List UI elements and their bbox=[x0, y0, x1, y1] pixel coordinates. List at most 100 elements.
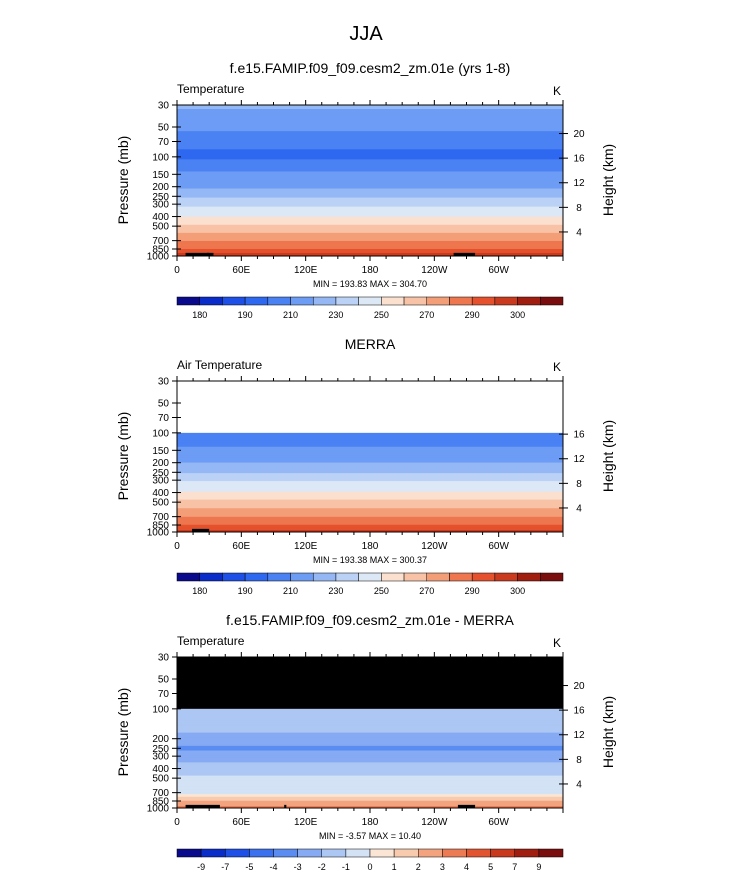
lon-tick-label: 120E bbox=[294, 541, 318, 552]
field-band bbox=[177, 797, 563, 799]
field-band bbox=[177, 251, 563, 254]
topography-mask bbox=[453, 252, 476, 256]
field-band bbox=[177, 464, 563, 466]
field-band bbox=[177, 503, 563, 505]
field-band bbox=[177, 155, 563, 157]
pressure-tick-label: 850 bbox=[152, 245, 169, 256]
field-band bbox=[177, 718, 563, 720]
field-band bbox=[177, 487, 563, 489]
field-band bbox=[177, 448, 563, 450]
field-band bbox=[177, 719, 563, 721]
field-band bbox=[177, 784, 563, 786]
field-band bbox=[177, 781, 563, 783]
panel-diff-field bbox=[177, 708, 563, 808]
pressure-tick-label: 30 bbox=[158, 377, 170, 388]
field-band bbox=[177, 462, 563, 464]
pressure-tick-label: 100 bbox=[152, 704, 169, 715]
field-band bbox=[177, 445, 563, 447]
field-band bbox=[177, 487, 563, 489]
field-band bbox=[177, 111, 563, 113]
field-band bbox=[177, 132, 563, 134]
field-band bbox=[177, 758, 563, 760]
field-band bbox=[177, 114, 563, 116]
field-band bbox=[177, 756, 563, 758]
field-band bbox=[177, 109, 563, 111]
field-band bbox=[177, 249, 563, 252]
lon-tick-label: 60E bbox=[232, 265, 250, 276]
field-band bbox=[177, 479, 563, 482]
pressure-tick-label: 850 bbox=[152, 797, 169, 808]
panel-model: f.e15.FAMIP.f09_f09.cesm2_zm.01e (yrs 1-… bbox=[115, 60, 616, 320]
colorbar-box bbox=[267, 296, 291, 306]
field-band bbox=[177, 243, 563, 246]
field-band bbox=[177, 154, 563, 156]
field-band bbox=[177, 211, 563, 214]
field-band bbox=[177, 128, 563, 130]
field-band bbox=[177, 475, 563, 477]
field-band bbox=[177, 496, 563, 498]
colorbar-label: 290 bbox=[465, 586, 480, 596]
field-band bbox=[177, 452, 563, 454]
field-band bbox=[177, 480, 563, 482]
field-band bbox=[177, 522, 563, 524]
field-band bbox=[177, 512, 563, 514]
field-band bbox=[177, 451, 563, 453]
field-band bbox=[177, 770, 563, 772]
field-band bbox=[177, 438, 563, 441]
field-band bbox=[177, 444, 563, 446]
field-band bbox=[177, 478, 563, 480]
pressure-tick-label: 1000 bbox=[147, 804, 170, 815]
field-band bbox=[177, 745, 563, 748]
field-band bbox=[177, 767, 563, 769]
colorbar-label: -1 bbox=[342, 862, 350, 872]
field-band bbox=[177, 168, 563, 171]
colorbar-box bbox=[199, 572, 223, 582]
lon-tick-label: 60E bbox=[232, 817, 250, 828]
lon-tick-label: 120W bbox=[421, 817, 448, 828]
field-band bbox=[177, 167, 563, 170]
field-band bbox=[177, 724, 563, 726]
field-band bbox=[177, 493, 563, 495]
field-band bbox=[177, 442, 563, 445]
panel-obs-height-ticks: 16 12 8 4 bbox=[559, 430, 585, 514]
colorbar-box bbox=[244, 572, 269, 582]
field-band bbox=[177, 240, 563, 243]
pressure-tick-label: 500 bbox=[152, 498, 169, 509]
topography-mask bbox=[284, 804, 287, 808]
field-band bbox=[177, 739, 563, 742]
field-band bbox=[177, 450, 563, 452]
field-band bbox=[177, 747, 563, 750]
field-band bbox=[177, 118, 563, 120]
colorbar-box bbox=[449, 572, 473, 582]
field-band bbox=[177, 714, 563, 716]
field-band bbox=[177, 806, 563, 808]
field-band bbox=[177, 504, 563, 506]
colorbar-box bbox=[345, 848, 371, 858]
colorbar-box bbox=[466, 848, 491, 858]
field-band bbox=[177, 187, 563, 190]
field-band bbox=[177, 723, 563, 725]
field-band bbox=[177, 796, 563, 799]
field-band bbox=[177, 198, 563, 201]
field-band bbox=[177, 498, 563, 501]
colorbar-label: 300 bbox=[510, 586, 525, 596]
field-band bbox=[177, 182, 563, 185]
field-band bbox=[177, 774, 563, 776]
colorbar-label: 230 bbox=[328, 310, 343, 320]
colorbar-box bbox=[335, 572, 359, 582]
field-band bbox=[177, 173, 563, 176]
field-band bbox=[177, 506, 563, 509]
field-band bbox=[177, 728, 563, 730]
field-band bbox=[177, 172, 563, 175]
field-band bbox=[177, 162, 563, 164]
panel-diff-title: f.e15.FAMIP.f09_f09.cesm2_zm.01e - MERRA bbox=[226, 612, 514, 628]
panel-model-stats: MIN = 193.83 MAX = 304.70 bbox=[313, 279, 427, 289]
field-band bbox=[177, 452, 563, 454]
field-band bbox=[177, 530, 563, 532]
field-band bbox=[177, 714, 563, 717]
field-band bbox=[177, 484, 563, 486]
height-tick-label: 4 bbox=[576, 503, 582, 514]
field-band bbox=[177, 772, 563, 775]
field-band bbox=[177, 716, 563, 718]
field-band bbox=[177, 737, 563, 740]
